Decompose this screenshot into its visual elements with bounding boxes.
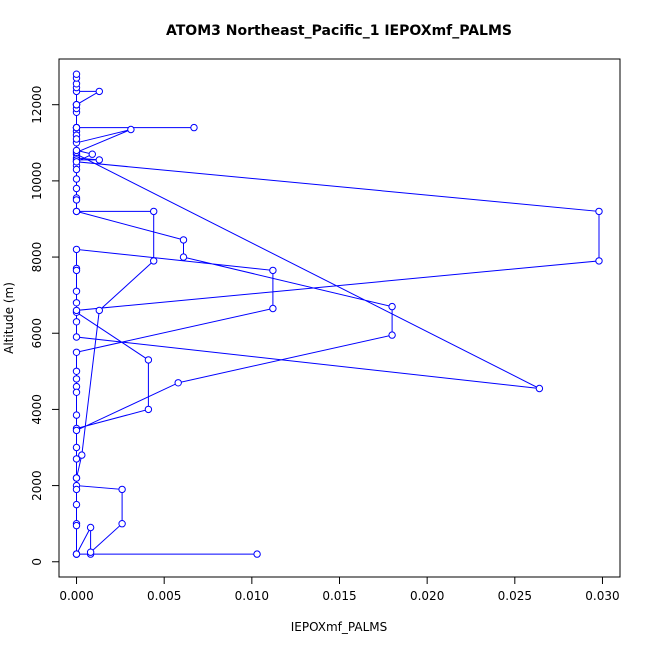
data-point — [72, 175, 81, 183]
data-point — [127, 125, 135, 134]
x-axis-label: IEPOXmf_PALMS — [291, 620, 388, 634]
data-point — [179, 253, 188, 261]
data-point — [190, 123, 198, 132]
data-point — [72, 146, 81, 155]
data-point — [72, 318, 81, 326]
data-point — [150, 207, 158, 216]
x-tick-label: 0.000 — [59, 589, 93, 603]
data-point — [150, 257, 158, 265]
data-point — [86, 523, 95, 532]
data-point — [118, 485, 126, 494]
data-point — [72, 500, 81, 509]
data-point — [72, 184, 81, 193]
x-tick-label: 0.010 — [235, 589, 269, 603]
y-axis-label: Altitude (m) — [2, 282, 16, 354]
plot-frame — [58, 58, 621, 578]
data-point — [72, 333, 81, 341]
y-tick-label: 8000 — [30, 242, 44, 273]
data-point — [72, 207, 81, 216]
y-tick-label: 10000 — [30, 162, 44, 200]
data-point — [95, 156, 104, 164]
data-point — [72, 455, 81, 463]
y-tick-label: 0 — [30, 558, 44, 566]
data-point — [72, 266, 81, 275]
data-point — [144, 405, 153, 414]
data-point — [72, 388, 81, 396]
data-point — [72, 485, 81, 494]
x-axis: 0.000 0.005 0.010 0.015 0.020 0.025 0.030 — [59, 576, 620, 603]
data-point — [72, 426, 81, 435]
data-point — [72, 474, 81, 482]
data-point — [269, 266, 277, 275]
data-point — [72, 443, 81, 452]
x-tick-label: 0.025 — [498, 589, 532, 603]
data-point — [72, 521, 81, 530]
y-tick-label: 6000 — [30, 318, 44, 349]
data-point — [78, 451, 86, 459]
data-point — [72, 299, 81, 307]
data-point — [72, 123, 81, 132]
data-point — [269, 304, 277, 313]
data-point — [72, 196, 81, 204]
data-point — [72, 306, 81, 315]
data-point — [144, 356, 153, 364]
data-point — [72, 70, 81, 78]
y-tick-label: 4000 — [30, 394, 44, 425]
x-tick-label: 0.015 — [322, 589, 356, 603]
x-tick-label: 0.020 — [410, 589, 444, 603]
data-point — [72, 135, 81, 143]
data-point — [72, 411, 81, 419]
series-line — [75, 74, 600, 555]
data-point — [72, 287, 81, 295]
data-point — [95, 87, 104, 96]
data-point — [72, 367, 81, 375]
data-point — [535, 384, 544, 393]
data-point — [253, 550, 261, 558]
data-point — [95, 306, 104, 315]
data-point — [88, 150, 97, 158]
data-point — [174, 379, 182, 387]
data-point — [86, 548, 95, 556]
data-point — [595, 207, 603, 216]
data-point — [388, 331, 396, 339]
chart-title: ATOM3 Northeast_Pacific_1 IEPOXmf_PALMS — [166, 23, 512, 39]
y-axis: 0 2000 4000 6000 8000 10000 12000 — [30, 86, 60, 566]
y-tick-label: 12000 — [30, 86, 44, 124]
data-point — [72, 158, 81, 166]
data-point — [72, 245, 81, 254]
x-tick-label: 0.005 — [147, 589, 181, 603]
y-tick-label: 2000 — [30, 470, 44, 501]
series-layer — [72, 70, 603, 558]
data-point — [72, 101, 81, 109]
x-tick-label: 0.030 — [585, 589, 619, 603]
data-point — [595, 257, 603, 265]
data-point — [72, 550, 81, 558]
data-point — [72, 165, 81, 174]
data-point — [179, 236, 188, 244]
data-point — [388, 302, 396, 311]
data-point — [118, 520, 126, 528]
data-point — [72, 348, 81, 356]
data-point — [72, 375, 81, 383]
